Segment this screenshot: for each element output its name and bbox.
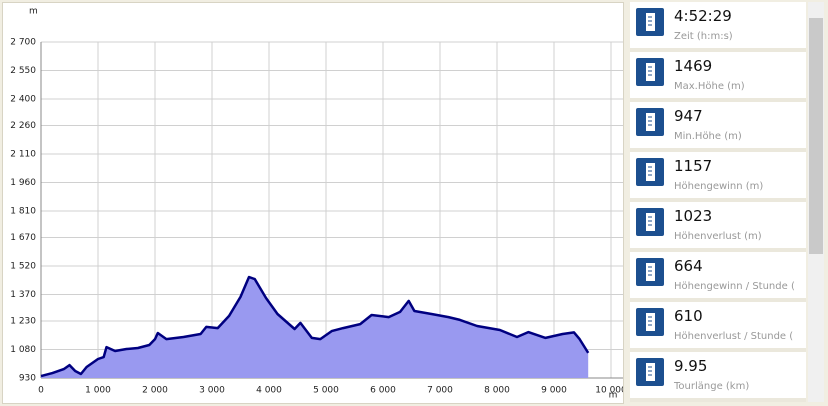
stat-label: Höhengewinn (m) xyxy=(674,181,764,192)
area-fill xyxy=(41,277,589,378)
stat-value: 1469 xyxy=(674,57,713,75)
stat-value: 4:52:29 xyxy=(674,7,732,25)
stat-label: Zeit (h:m:s) xyxy=(674,31,733,42)
stat-value: 9.95 xyxy=(674,357,708,375)
stat-item: 9.95 Tourlänge (km) xyxy=(630,352,806,402)
y-tick-label: 2 550 xyxy=(10,66,36,76)
stats-panel: 4:52:29 Zeit (h:m:s) 1469 Max.Höhe (m) 947 Mi… xyxy=(630,2,826,402)
y-axis-label: m xyxy=(29,7,38,17)
stat-item: 1469 Max.Höhe (m) xyxy=(630,52,806,102)
stat-icon xyxy=(636,58,664,86)
stat-icon xyxy=(636,208,664,236)
stat-label: Höhenverlust / Stunde ( xyxy=(674,331,794,342)
y-tick-label: 1 960 xyxy=(10,178,36,188)
y-tick-label: 930 xyxy=(19,374,36,384)
stat-label: Tourlänge (km) xyxy=(674,381,750,392)
x-tick-label: 8 000 xyxy=(484,386,510,396)
elevation-line xyxy=(40,275,590,378)
stat-item: 1023 Höhenverlust (m) xyxy=(630,202,806,252)
y-tick-label: 2 700 xyxy=(10,38,36,48)
y-tick-label: 2 260 xyxy=(10,121,36,131)
x-tick-label: 10 000 xyxy=(595,386,623,396)
stat-label: Min.Höhe (m) xyxy=(674,131,742,142)
y-tick-label: 1 370 xyxy=(10,290,36,300)
icon-glyph xyxy=(646,13,655,31)
stat-icon xyxy=(636,158,664,186)
stat-icon xyxy=(636,358,664,386)
stat-value: 610 xyxy=(674,307,703,325)
stat-value: 1157 xyxy=(674,157,713,175)
x-tick-label: 9 000 xyxy=(541,386,567,396)
icon-glyph xyxy=(646,213,655,231)
x-tick-label: 0 xyxy=(38,386,44,396)
stat-icon xyxy=(636,8,664,36)
x-tick-label: 4 000 xyxy=(256,386,282,396)
stat-item: 1157 Höhengewinn (m) xyxy=(630,152,806,202)
stat-icon xyxy=(636,258,664,286)
icon-glyph xyxy=(646,363,655,381)
stat-item: 4:52:29 Zeit (h:m:s) xyxy=(630,2,806,52)
scrollbar[interactable] xyxy=(808,2,824,402)
icon-glyph xyxy=(646,113,655,131)
x-axis-label: m xyxy=(609,391,618,401)
y-tick-label: 1 080 xyxy=(10,345,36,355)
scroll-thumb[interactable] xyxy=(809,18,823,254)
y-tick-label: 2 400 xyxy=(10,94,36,104)
x-tick-label: 7 000 xyxy=(427,386,453,396)
stat-label: Höhengewinn / Stunde ( xyxy=(674,281,795,292)
stat-value: 947 xyxy=(674,107,703,125)
x-tick-label: 2 000 xyxy=(142,386,168,396)
stat-icon xyxy=(636,108,664,136)
stat-item: 664 Höhengewinn / Stunde ( xyxy=(630,252,806,302)
icon-glyph xyxy=(646,263,655,281)
x-tick-label: 6 000 xyxy=(370,386,396,396)
icon-glyph xyxy=(646,163,655,181)
y-tick-label: 2 110 xyxy=(10,150,36,160)
icon-glyph xyxy=(646,63,655,81)
x-tick-label: 1 000 xyxy=(85,386,111,396)
stat-label: Höhenverlust (m) xyxy=(674,231,762,242)
stat-label: Max.Höhe (m) xyxy=(674,81,745,92)
icon-glyph xyxy=(646,313,655,331)
x-tick-label: 5 000 xyxy=(313,386,339,396)
y-tick-label: 1 230 xyxy=(10,317,36,327)
stat-value: 664 xyxy=(674,257,703,275)
stat-icon xyxy=(636,308,664,336)
chart-panel: m m 930 1 080 1 230 1 370 1 520 1 670 1 810 1 9… xyxy=(2,2,624,404)
x-tick-label: 3 000 xyxy=(199,386,225,396)
stat-value: 1023 xyxy=(674,207,713,225)
stat-item: 947 Min.Höhe (m) xyxy=(630,102,806,152)
chart: m m 930 1 080 1 230 1 370 1 520 1 670 1 810 1 9… xyxy=(10,7,623,401)
y-tick-label: 1 810 xyxy=(10,206,36,216)
stat-item: 610 Höhenverlust / Stunde ( xyxy=(630,302,806,352)
y-tick-label: 1 670 xyxy=(10,233,36,243)
y-tick-label: 1 520 xyxy=(10,262,36,272)
